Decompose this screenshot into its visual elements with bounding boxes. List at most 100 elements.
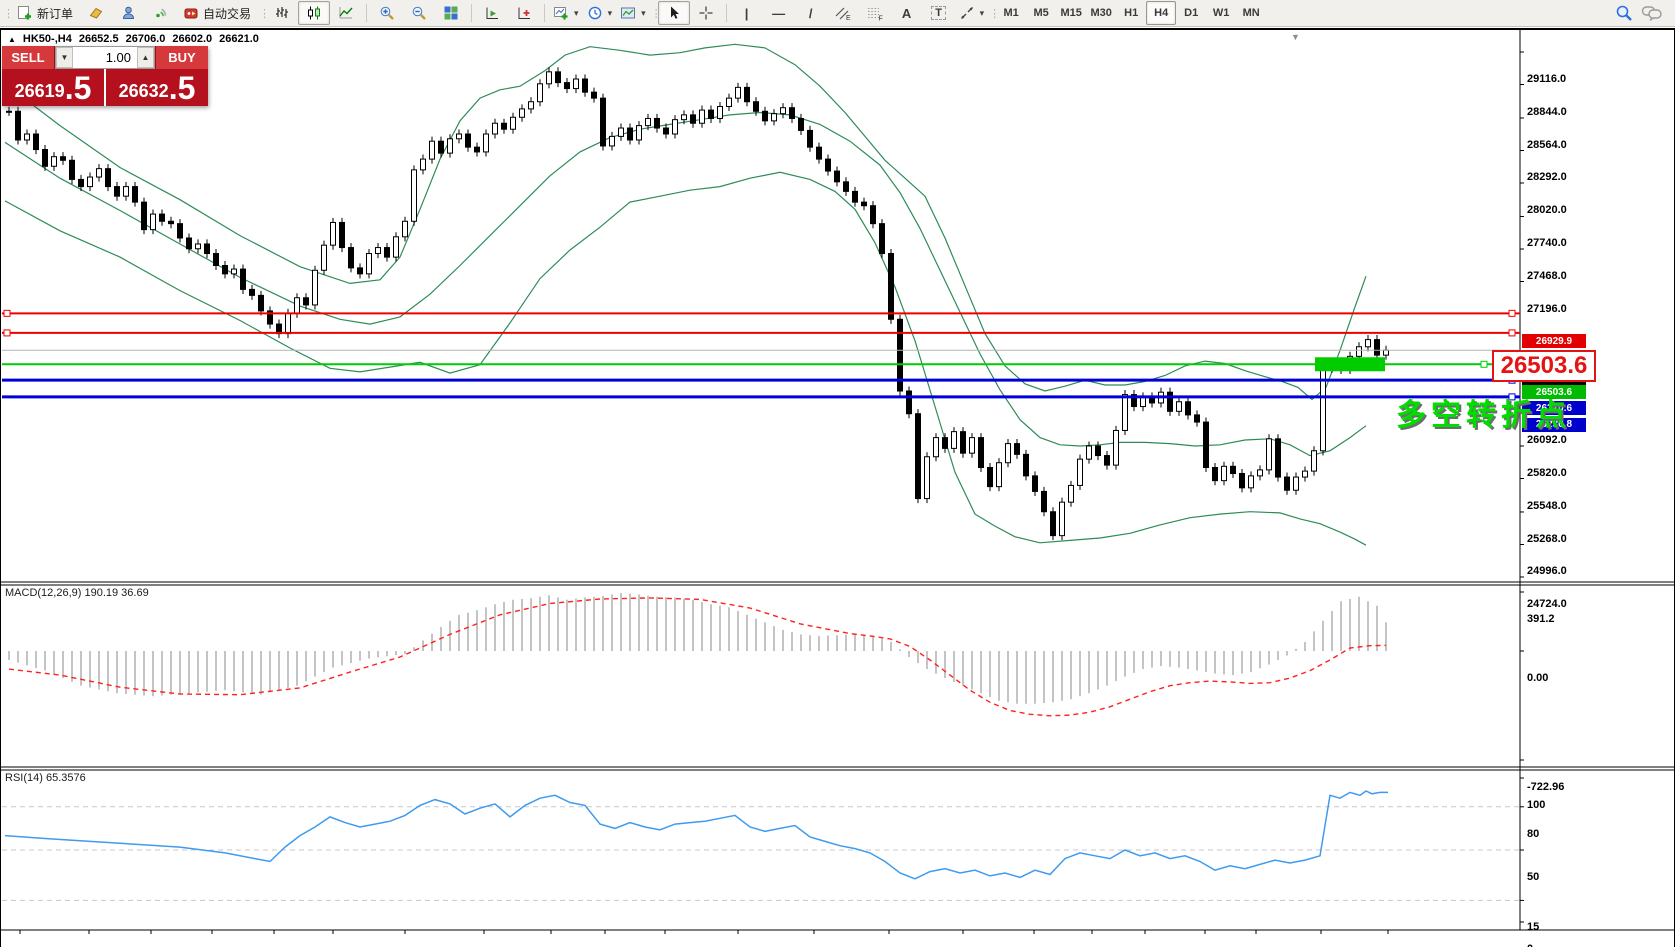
bear-candle-body bbox=[303, 297, 309, 306]
buy-button[interactable]: BUY bbox=[156, 46, 208, 69]
bear-candle-body bbox=[1374, 339, 1380, 356]
timeframe-button-h4[interactable]: H4 bbox=[1146, 1, 1177, 25]
bull-candle-body bbox=[6, 110, 12, 113]
channel-tool-button[interactable]: E bbox=[827, 1, 859, 25]
buy-price-display[interactable]: 26632.5 bbox=[106, 69, 208, 106]
bull-candle-body bbox=[996, 462, 1002, 488]
timeframe-button-m30[interactable]: M30 bbox=[1090, 7, 1112, 19]
bull-candle-body bbox=[672, 119, 678, 135]
bar-chart-button[interactable] bbox=[266, 1, 298, 25]
volume-up-button[interactable]: ▲ bbox=[137, 47, 154, 68]
text-label-tool-button[interactable]: T bbox=[923, 1, 955, 25]
line-handle[interactable] bbox=[1508, 393, 1516, 401]
candle bbox=[861, 197, 867, 211]
candle bbox=[159, 209, 165, 226]
bear-candle-body bbox=[60, 156, 66, 161]
horizontal-line-tool-button[interactable]: — bbox=[763, 1, 795, 25]
candle bbox=[1050, 507, 1056, 541]
crosshair-tool-button[interactable] bbox=[690, 1, 722, 25]
timeframe-button-m5[interactable]: M5 bbox=[1033, 7, 1049, 19]
candle bbox=[645, 113, 651, 131]
candle bbox=[1005, 439, 1011, 468]
tile-windows-icon bbox=[443, 5, 459, 21]
candle bbox=[636, 121, 642, 145]
trendline-tool-button[interactable]: / bbox=[795, 1, 827, 25]
volume-down-button[interactable]: ▼ bbox=[56, 47, 73, 68]
signals-button[interactable] bbox=[144, 1, 176, 25]
timeframe-button-mn[interactable]: MN bbox=[1242, 7, 1260, 19]
line-handle[interactable] bbox=[1480, 360, 1488, 368]
search-icon[interactable] bbox=[1615, 4, 1633, 22]
candle bbox=[843, 177, 849, 196]
bear-candle-body bbox=[942, 437, 948, 449]
timeframe-button-m15[interactable]: M15 bbox=[1060, 7, 1082, 19]
bull-candle-body bbox=[528, 101, 534, 110]
bear-candle-body bbox=[42, 149, 48, 167]
bull-candle-body bbox=[195, 243, 201, 250]
volume-spinner: ▼ 1.00 ▲ bbox=[55, 46, 155, 69]
candle bbox=[564, 78, 570, 94]
chat-icon[interactable] bbox=[1641, 4, 1663, 22]
candle bbox=[978, 433, 984, 473]
toolbar-separator bbox=[544, 4, 546, 22]
bear-candle-body bbox=[654, 117, 660, 129]
timeframe-button-m1[interactable]: M1 bbox=[1003, 7, 1019, 19]
line-chart-button[interactable] bbox=[330, 1, 362, 25]
bull-candle-body bbox=[312, 269, 318, 306]
periods-dropdown[interactable]: ▾ bbox=[583, 1, 617, 25]
zoom-out-button[interactable] bbox=[403, 1, 435, 25]
turning-point-annotation[interactable]: 多空转折点 bbox=[1396, 399, 1571, 432]
candle bbox=[681, 110, 687, 125]
community-button[interactable] bbox=[112, 1, 144, 25]
timeframe-button-d1[interactable]: D1 bbox=[1184, 7, 1199, 19]
arrows-dropdown[interactable]: ▾ bbox=[955, 1, 989, 25]
candle bbox=[1194, 410, 1200, 427]
bull-candle-body bbox=[636, 125, 642, 141]
candle bbox=[735, 82, 741, 103]
text-tool-button[interactable]: A bbox=[891, 1, 923, 25]
tile-windows-button[interactable] bbox=[435, 1, 467, 25]
zoom-in-button[interactable] bbox=[371, 1, 403, 25]
line-handle[interactable] bbox=[3, 309, 11, 317]
candle bbox=[240, 264, 246, 294]
chart-shift-button[interactable] bbox=[508, 1, 540, 25]
bear-candle-body bbox=[1095, 445, 1101, 457]
bear-candle-body bbox=[807, 129, 813, 148]
timeframe-button-h1[interactable]: H1 bbox=[1124, 7, 1139, 19]
candle bbox=[15, 106, 21, 145]
candlestick-chart-button[interactable] bbox=[298, 1, 331, 25]
metaeditor-button[interactable] bbox=[80, 1, 112, 25]
timeframe-button-w1[interactable]: W1 bbox=[1212, 7, 1230, 19]
green-highlight-bar[interactable] bbox=[1315, 357, 1385, 372]
line-handle[interactable] bbox=[1508, 329, 1516, 337]
auto-scroll-button[interactable] bbox=[476, 1, 508, 25]
candle bbox=[33, 129, 39, 155]
candle bbox=[249, 284, 255, 300]
fibonacci-tool-button[interactable]: F bbox=[859, 1, 891, 25]
indicators-dropdown[interactable]: ▾ bbox=[549, 1, 583, 25]
new-order-button[interactable]: 新订单 bbox=[10, 1, 80, 25]
close-value: 26621.0 bbox=[219, 33, 259, 45]
candle bbox=[618, 123, 624, 141]
autotrading-button[interactable]: 自动交易 bbox=[176, 1, 258, 25]
vertical-line-tool-button[interactable]: | bbox=[731, 1, 763, 25]
volume-input[interactable]: 1.00 bbox=[105, 50, 131, 65]
sell-button[interactable]: SELL bbox=[2, 46, 54, 69]
bull-candle-body bbox=[96, 168, 102, 178]
line-handle[interactable] bbox=[3, 329, 11, 337]
sell-price-display[interactable]: 26619.5 bbox=[2, 69, 104, 106]
bull-candle-body bbox=[375, 247, 381, 255]
cursor-tool-button[interactable] bbox=[657, 1, 690, 25]
scroll-to-end-icon[interactable]: ▼ bbox=[1291, 32, 1300, 42]
price-axis-label: 25820.0 bbox=[1527, 466, 1567, 479]
templates-dropdown[interactable]: ▾ bbox=[616, 1, 650, 25]
bear-candle-body bbox=[141, 201, 147, 231]
price-axis-label: 28844.0 bbox=[1527, 105, 1567, 118]
candle bbox=[726, 93, 732, 112]
bull-candle-body bbox=[321, 244, 327, 271]
line-handle[interactable] bbox=[1508, 309, 1516, 317]
price-callout-label[interactable]: 26503.6 bbox=[1492, 350, 1596, 382]
candle bbox=[708, 105, 714, 124]
collapse-panel-icon[interactable]: ▲ bbox=[8, 34, 16, 44]
